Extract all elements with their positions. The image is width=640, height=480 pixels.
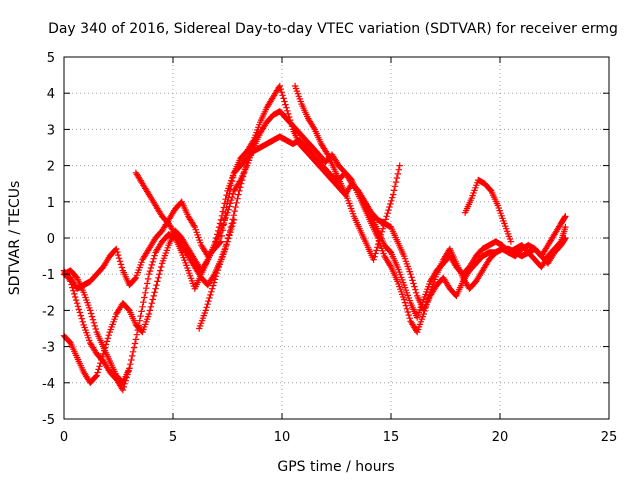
y-tick-label: -2 (42, 304, 55, 319)
data-points (60, 82, 569, 394)
y-tick-label: -1 (42, 268, 55, 283)
y-tick-label: 3 (47, 123, 55, 138)
grid-lines (64, 57, 609, 419)
plus-markers (196, 129, 262, 332)
x-axis-label: GPS time / hours (277, 459, 394, 475)
y-tick-label: 5 (47, 51, 55, 66)
series-track-6 (461, 176, 515, 245)
y-tick-label: -5 (42, 413, 55, 428)
x-tick-label: 20 (492, 430, 509, 445)
plus-markers (291, 82, 403, 263)
y-axis-label: SDTVAR / TECUs (7, 181, 23, 296)
axis-ticks: 0 5 10 15 20 25 -5 -4 -3 -2 -1 0 1 2 3 4 5 (42, 51, 617, 445)
y-tick-label: 1 (47, 196, 55, 211)
x-tick-label: 5 (169, 430, 177, 445)
y-tick-label: 0 (47, 232, 55, 247)
y-tick-label: 2 (47, 160, 55, 175)
series-track-8 (291, 82, 403, 263)
chart-title: Day 340 of 2016, Sidereal Day-to-day VTE… (48, 21, 618, 37)
series-track-5 (196, 129, 262, 332)
x-tick-label: 0 (60, 430, 68, 445)
y-tick-label: -3 (42, 341, 55, 356)
plus-markers (461, 176, 515, 245)
x-tick-label: 25 (601, 430, 618, 445)
x-tick-label: 15 (383, 430, 400, 445)
y-tick-label: 4 (47, 87, 55, 102)
x-tick-label: 10 (274, 430, 291, 445)
y-tick-label: -4 (42, 377, 55, 392)
